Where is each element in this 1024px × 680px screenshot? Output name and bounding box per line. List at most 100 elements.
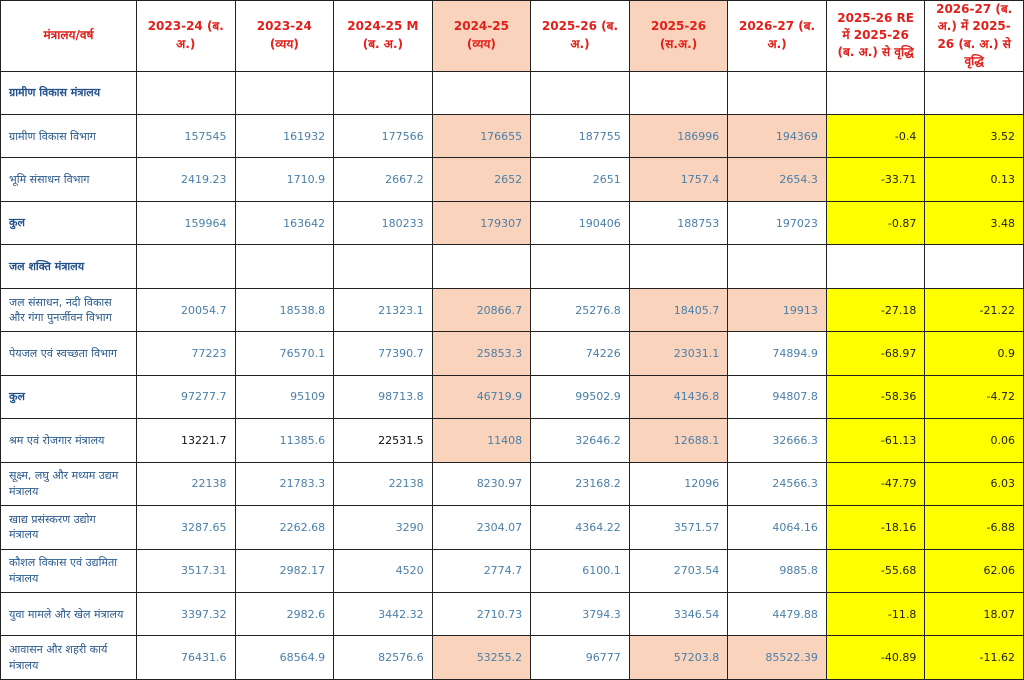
header-cell: 2023-24 (ब. अ.)	[136, 0, 236, 72]
value-cell: 4064.16	[727, 505, 827, 550]
value-cell: 3442.32	[333, 591, 433, 637]
value-cell: 18.07	[924, 591, 1024, 637]
value-cell: 32646.2	[530, 418, 630, 463]
value-cell: 11385.6	[234, 418, 335, 463]
value-cell: 2667.2	[333, 157, 433, 202]
value-cell: 161932	[234, 114, 335, 159]
value-cell: 3346.54	[628, 591, 729, 637]
value-cell: 94807.8	[727, 374, 827, 420]
header-cell: 2026-27 (ब. अ.) में 2025-26 (ब. अ.) से व…	[924, 0, 1024, 72]
value-cell: 3.48	[924, 200, 1024, 246]
row-label: सूक्ष्म, लघु और मध्यम उद्यम मंत्रालय	[0, 461, 137, 507]
value-cell: 180233	[333, 200, 433, 246]
header-cell: 2024-25 (व्यय)	[431, 0, 532, 72]
table-row: कौशल विकास एवं उद्यमिता मंत्रालय 3517.31 2…	[0, 548, 1024, 594]
value-cell: 190406	[530, 200, 630, 246]
value-cell: 187755	[530, 114, 630, 159]
row-label: जल शक्ति मंत्रालय	[0, 244, 137, 289]
value-cell: 25853.3	[431, 331, 532, 376]
table-row: सूक्ष्म, लघु और मध्यम उद्यम मंत्रालय 2213…	[0, 461, 1024, 507]
value-cell: 4364.22	[530, 505, 630, 550]
value-cell	[136, 244, 236, 289]
value-cell: 22531.5	[333, 418, 433, 463]
table-row: भूमि संसाधन विभाग 2419.23 1710.9 2667.2 2652…	[0, 157, 1024, 202]
value-cell: -0.87	[825, 200, 926, 246]
header-row: मंत्रालय/वर्ष 2023-24 (ब. अ.) 2023-24 (व्य…	[0, 0, 1024, 72]
table-row: खाद्य प्रसंस्करण उद्योग मंत्रालय 3287.65 2…	[0, 505, 1024, 550]
table-row: युवा मामले और खेल मंत्रालय 3397.32 2982.6 3…	[0, 591, 1024, 637]
value-cell	[727, 244, 827, 289]
value-cell	[727, 70, 827, 116]
value-cell: 76570.1	[234, 331, 335, 376]
value-cell: 24566.3	[727, 461, 827, 507]
value-cell: 9885.8	[727, 548, 827, 594]
value-cell: 3397.32	[136, 591, 236, 637]
value-cell: 12688.1	[628, 418, 729, 463]
value-cell: 20054.7	[136, 287, 236, 333]
value-cell	[431, 70, 532, 116]
value-cell: -0.4	[825, 114, 926, 159]
value-cell	[234, 244, 335, 289]
table-row: जल संसाधन, नदी विकास और गंगा पुनर्जीवन व…	[0, 287, 1024, 333]
value-cell	[924, 70, 1024, 116]
value-cell	[530, 244, 630, 289]
value-cell: 6.03	[924, 461, 1024, 507]
row-label: कौशल विकास एवं उद्यमिता मंत्रालय	[0, 548, 137, 594]
value-cell: 3.52	[924, 114, 1024, 159]
value-cell: 2652	[431, 157, 532, 202]
value-cell: -40.89	[825, 635, 926, 680]
value-cell: 6100.1	[530, 548, 630, 594]
value-cell: 3571.57	[628, 505, 729, 550]
value-cell: 11408	[431, 418, 532, 463]
value-cell: 2419.23	[136, 157, 236, 202]
value-cell: 21783.3	[234, 461, 335, 507]
value-cell: 157545	[136, 114, 236, 159]
value-cell: 18538.8	[234, 287, 335, 333]
value-cell: 2774.7	[431, 548, 532, 594]
value-cell: 3290	[333, 505, 433, 550]
value-cell: 163642	[234, 200, 335, 246]
value-cell: -11.8	[825, 591, 926, 637]
value-cell: 3794.3	[530, 591, 630, 637]
row-label: कुल	[0, 200, 137, 246]
value-cell: 22138	[136, 461, 236, 507]
value-cell: 0.13	[924, 157, 1024, 202]
header-cell: 2024-25 M (ब. अ.)	[333, 0, 433, 72]
table-row: कुल 97277.7 95109 98713.8 46719.9 99502.9 4143…	[0, 374, 1024, 420]
value-cell: 77223	[136, 331, 236, 376]
value-cell: 23168.2	[530, 461, 630, 507]
value-cell	[234, 70, 335, 116]
table-body: ग्रामीण विकास मंत्रालय ग्रामीण विकास विभा…	[0, 70, 1024, 680]
row-label: जल संसाधन, नदी विकास और गंगा पुनर्जीवन व…	[0, 287, 137, 333]
value-cell: -21.22	[924, 287, 1024, 333]
value-cell: 4520	[333, 548, 433, 594]
value-cell: 32666.3	[727, 418, 827, 463]
value-cell: -18.16	[825, 505, 926, 550]
value-cell: 74226	[530, 331, 630, 376]
value-cell: 188753	[628, 200, 729, 246]
table-row: आवासन और शहरी कार्य मंत्रालय 76431.6 68564…	[0, 635, 1024, 680]
value-cell: -47.79	[825, 461, 926, 507]
value-cell: 85522.39	[727, 635, 827, 680]
value-cell	[628, 70, 729, 116]
row-label: ग्रामीण विकास मंत्रालय	[0, 70, 137, 116]
table-row: कुल 159964 163642 180233 179307 190406 188753 1…	[0, 200, 1024, 246]
value-cell: 82576.6	[333, 635, 433, 680]
value-cell: 1757.4	[628, 157, 729, 202]
value-cell: 4479.88	[727, 591, 827, 637]
value-cell: 2710.73	[431, 591, 532, 637]
header-cell: 2023-24 (व्यय)	[234, 0, 335, 72]
value-cell	[530, 70, 630, 116]
value-cell: 2262.68	[234, 505, 335, 550]
value-cell	[924, 244, 1024, 289]
value-cell: 159964	[136, 200, 236, 246]
value-cell: 77390.7	[333, 331, 433, 376]
value-cell: 25276.8	[530, 287, 630, 333]
value-cell	[136, 70, 236, 116]
value-cell: 194369	[727, 114, 827, 159]
value-cell: 41436.8	[628, 374, 729, 420]
value-cell: 46719.9	[431, 374, 532, 420]
value-cell: 3287.65	[136, 505, 236, 550]
header-cell: 2026-27 (ब. अ.)	[727, 0, 827, 72]
